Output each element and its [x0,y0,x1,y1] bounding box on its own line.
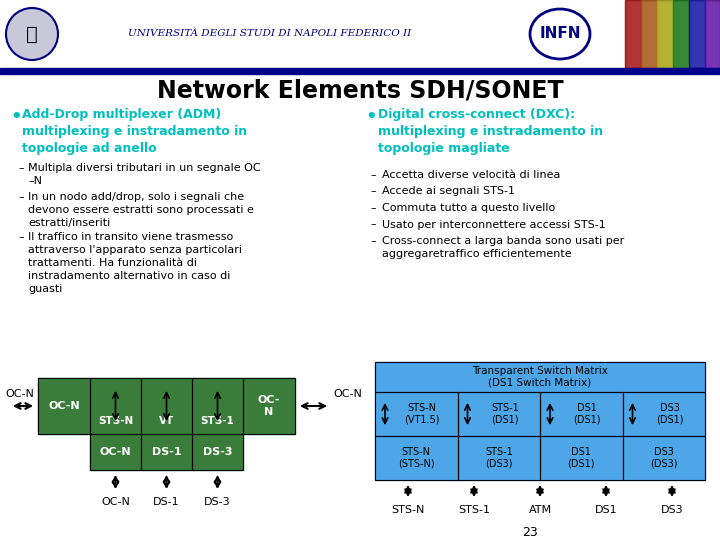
Bar [375,362,705,392]
Text: DS3: DS3 [661,505,683,515]
Text: –: – [370,236,376,246]
Text: STS-1
(DS3): STS-1 (DS3) [485,447,513,469]
Bar [141,378,192,434]
Text: 🏛: 🏛 [26,24,38,44]
Bar [192,434,243,470]
Text: OC-N: OC-N [5,389,34,399]
Bar [641,0,657,68]
Text: STS-N
(VT1.5): STS-N (VT1.5) [405,403,440,425]
Text: DS-3: DS-3 [204,497,231,507]
Bar [540,436,623,480]
Bar [243,378,295,434]
Text: DS-1: DS-1 [152,447,181,457]
Text: –: – [18,233,24,242]
Bar [375,362,705,392]
Text: UNIVERSITÀ DEGLI STUDI DI NAPOLI FEDERICO II: UNIVERSITÀ DEGLI STUDI DI NAPOLI FEDERIC… [128,30,412,38]
Text: Accede ai segnali STS-1: Accede ai segnali STS-1 [382,186,515,197]
Bar [623,392,705,436]
Bar [375,392,457,436]
Bar [540,392,623,436]
Text: DS3
(DS1): DS3 (DS1) [656,403,683,425]
Bar [623,436,705,480]
Bar [673,0,689,68]
Bar [705,0,720,68]
Bar [457,392,540,436]
Text: DS-3: DS-3 [203,447,233,457]
Bar [90,378,141,434]
Text: ATM: ATM [528,505,552,515]
Text: STS-N: STS-N [98,416,133,426]
Bar [375,436,457,480]
Text: INFN: INFN [539,26,581,42]
Text: Add-Drop multiplexer (ADM)
multiplexing e instradamento in
topologie ad anello: Add-Drop multiplexer (ADM) multiplexing … [22,108,247,155]
Text: –: – [370,170,376,180]
Text: STS-N
(STS-N): STS-N (STS-N) [398,447,435,469]
Text: OC-N: OC-N [333,389,362,399]
Text: STS-1
(DS1): STS-1 (DS1) [491,403,518,425]
Bar [192,378,243,434]
Bar [689,0,705,68]
Text: –: – [18,192,24,202]
Text: DS1
(DS1): DS1 (DS1) [574,403,601,425]
Bar [457,436,540,480]
Text: Il traffico in transito viene trasmesso
attraverso l'apparato senza particolari
: Il traffico in transito viene trasmesso … [28,233,242,294]
Text: STS-1: STS-1 [201,416,235,426]
Bar [540,436,623,480]
Text: DS1: DS1 [595,505,617,515]
Bar [623,436,705,480]
Bar [141,434,192,470]
Text: •: • [365,108,377,126]
Bar [90,434,141,470]
Bar [623,392,705,436]
Text: DS-1: DS-1 [153,497,180,507]
Text: Multipla diversi tributari in un segnale OC
–N: Multipla diversi tributari in un segnale… [28,163,261,186]
Bar [192,378,243,434]
Bar [141,434,192,470]
Bar [375,392,457,436]
Text: Digital cross-connect (DXC):
multiplexing e instradamento in
topologie magliate: Digital cross-connect (DXC): multiplexin… [378,108,603,155]
Circle shape [6,8,58,60]
Text: –: – [18,163,24,173]
Text: In un nodo add/drop, solo i segnali che
devono essere estratti sono processati e: In un nodo add/drop, solo i segnali che … [28,192,254,227]
Bar [192,434,243,470]
Text: Transparent Switch Matrix
(DS1 Switch Matrix): Transparent Switch Matrix (DS1 Switch Ma… [472,366,608,388]
Text: OC-N: OC-N [101,497,130,507]
Bar [0,0,720,68]
Bar [38,378,90,434]
Bar [625,0,641,68]
Text: •: • [10,108,22,126]
Text: OC-N: OC-N [99,447,131,457]
Text: –: – [370,203,376,213]
Text: –: – [370,186,376,197]
Bar [457,392,540,436]
Text: STS-N: STS-N [391,505,425,515]
Text: Network Elements SDH/SONET: Network Elements SDH/SONET [157,78,563,102]
Text: Commuta tutto a questo livello: Commuta tutto a questo livello [382,203,555,213]
Bar [243,378,295,434]
Bar [375,436,457,480]
Bar [540,392,623,436]
Bar [0,68,720,74]
Text: STS-1: STS-1 [458,505,490,515]
Bar [90,434,141,470]
Bar [141,378,192,434]
Text: OC-
N: OC- N [258,395,280,417]
Text: Usato per interconnettere accessi STS-1: Usato per interconnettere accessi STS-1 [382,219,606,230]
Text: Accetta diverse velocità di linea: Accetta diverse velocità di linea [382,170,560,180]
Text: OC-N: OC-N [48,401,80,411]
Text: DS3
(DS3): DS3 (DS3) [650,447,678,469]
Bar [457,436,540,480]
Text: Cross-connect a larga banda sono usati per
aggregaretraffico efficientemente: Cross-connect a larga banda sono usati p… [382,236,624,259]
Text: –: – [370,219,376,230]
Bar [625,0,720,68]
Text: DS1
(DS1): DS1 (DS1) [567,447,595,469]
Bar [90,378,141,434]
Text: 23: 23 [522,525,538,538]
Bar [38,378,90,434]
Bar [657,0,673,68]
Text: VT: VT [159,416,174,426]
